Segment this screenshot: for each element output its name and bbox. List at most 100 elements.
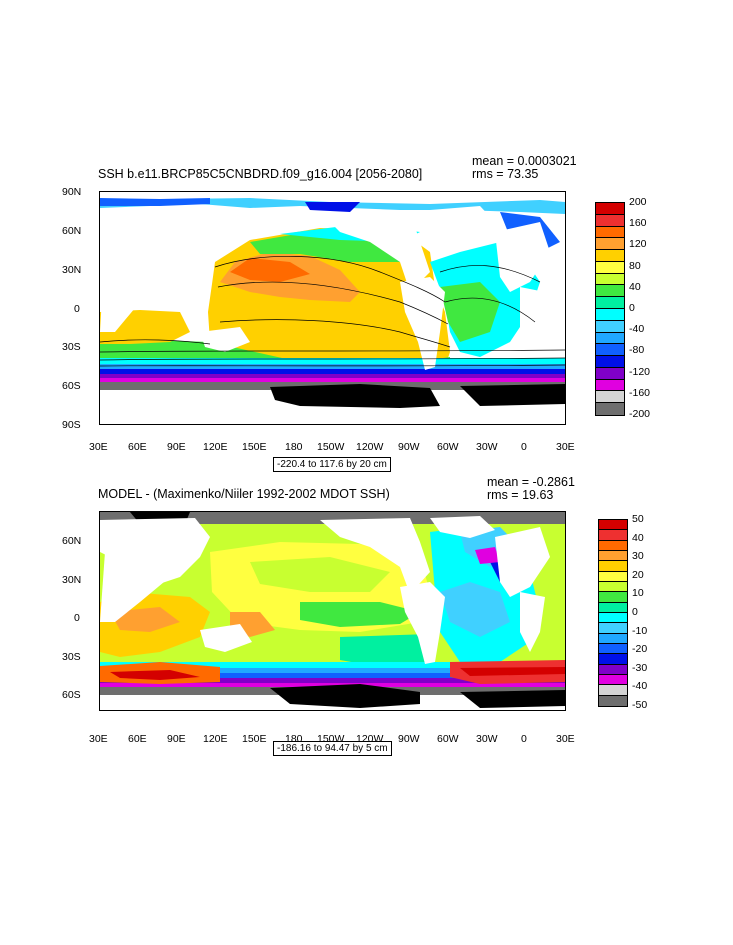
panel2-lon-tick: 150E [242,733,267,745]
colorbar-swatch [595,308,625,321]
colorbar-swatch [595,225,625,239]
panel1-title: SSH b.e11.BRCP85C5CNBDRD.f09_g16.004 [20… [98,167,423,181]
colorbar-swatch [595,331,625,345]
colorbar-label: -10 [632,624,648,637]
panel1-lon-tick: 150W [317,441,345,453]
colorbar-swatch [595,237,625,251]
panel1-lon-tick: 30E [89,441,108,453]
colorbar-label: -50 [632,699,648,711]
colorbar-swatch [595,402,625,416]
panel1-map [99,191,566,425]
panel1-lat-tick: 60N [62,225,82,237]
colorbar-label: -40 [629,323,645,336]
panel2-contour-note: -186.16 to 94.47 by 5 cm [273,741,392,756]
panel1-ssh-field [100,192,565,424]
panel1-lon-tick: 90W [398,441,420,453]
panel1-lat-tick: 90S [62,419,81,431]
colorbar-swatch [598,632,628,644]
colorbar-label: -200 [629,408,651,420]
colorbar-label: 40 [632,531,644,544]
colorbar-label: -20 [632,643,648,656]
panel1-lon-tick: 150E [242,441,267,453]
panel1-lat-tick: 60S [62,380,81,392]
panel1-rms: rms = 73.35 [472,167,539,181]
panel1-lon-tick: 60E [128,441,147,453]
panel1-lon-tick: 60W [437,441,459,453]
panel2-lon-tick: 60E [128,733,147,745]
panel1-lon-tick: 30E [556,441,575,453]
panel2-lat-tick: 0 [74,612,80,624]
colorbar-swatch [598,560,628,572]
panel2-colorbar: 50 40 30 20 10 0 -10 -20 -30 -40 -50 [598,514,658,711]
colorbar-label: 160 [629,217,647,230]
colorbar-swatch [598,550,628,562]
panel1-lon-tick: 0 [521,441,527,453]
panel1-lat-tick: 90N [62,186,82,198]
colorbar-swatch [598,663,628,675]
colorbar-label: 20 [632,568,644,581]
panel2-lat-tick: 30N [62,574,82,586]
colorbar-swatch [598,581,628,593]
colorbar-swatch [595,202,625,215]
colorbar-swatch [598,529,628,541]
panel1-lat-tick: 30N [62,264,82,276]
panel1-lon-tick: 120E [203,441,228,453]
panel2-lon-tick: 90E [167,733,186,745]
colorbar-swatch [598,570,628,582]
colorbar-label: 120 [629,238,647,251]
colorbar-label: 0 [629,302,635,314]
panel2-lon-tick: 90W [398,733,420,745]
colorbar-swatch [598,694,628,707]
panel2-rms: rms = 19.63 [487,488,554,502]
colorbar-swatch [598,591,628,603]
panel2-lon-tick: 120E [203,733,228,745]
colorbar-swatch [595,213,625,227]
panel2-ssh-field [100,512,565,710]
panel1-mean: mean = 0.0003021 [472,154,577,168]
colorbar-label: -80 [629,344,645,357]
colorbar-swatch [595,319,625,333]
colorbar-label: 50 [632,513,644,525]
colorbar-swatch [595,355,625,368]
colorbar-swatch [595,249,625,262]
panel2-lon-tick: 30E [89,733,108,745]
panel2-lon-tick: 30E [556,733,575,745]
panel2-lon-tick: 0 [521,733,527,745]
colorbar-swatch [598,622,628,634]
panel2-lat-tick: 60S [62,689,81,701]
colorbar-swatch [598,674,628,686]
panel1-lon-tick: 120W [356,441,384,453]
colorbar-label: 30 [632,550,644,563]
colorbar-swatch [598,601,628,613]
panel1-lon-tick: 180 [285,441,303,453]
panel1-contour-note: -220.4 to 117.6 by 20 cm [273,457,391,472]
colorbar-swatch [595,366,625,380]
colorbar-label: -30 [632,661,648,674]
panel2-lon-tick: 30W [476,733,498,745]
panel1-lon-tick: 90E [167,441,186,453]
panel2-title: MODEL - (Maximenko/Niiler 1992-2002 MDOT… [98,487,390,501]
colorbar-label: 200 [629,196,647,208]
panel2-lat-tick: 60N [62,535,82,547]
panel2-mean: mean = -0.2861 [487,475,575,489]
colorbar-swatch [598,643,628,655]
colorbar-swatch [595,378,625,392]
panel2-lat-tick: 30S [62,651,81,663]
colorbar-label: 40 [629,280,641,293]
colorbar-label: 0 [632,606,638,618]
colorbar-swatch [595,260,625,274]
panel1-lat-tick: 30S [62,341,81,353]
panel2-map [99,511,566,711]
panel2-lon-tick: 60W [437,733,459,745]
colorbar-label: 80 [629,259,641,272]
colorbar-swatch [598,539,628,551]
colorbar-swatch [595,390,625,404]
colorbar-swatch [595,272,625,286]
colorbar-label: 10 [632,587,644,600]
panel1-lat-tick: 0 [74,303,80,315]
colorbar-swatch [595,284,625,298]
panel1-lon-tick: 30W [476,441,498,453]
colorbar-swatch [598,612,628,624]
colorbar-swatch [598,519,628,531]
colorbar-label: -40 [632,680,648,693]
